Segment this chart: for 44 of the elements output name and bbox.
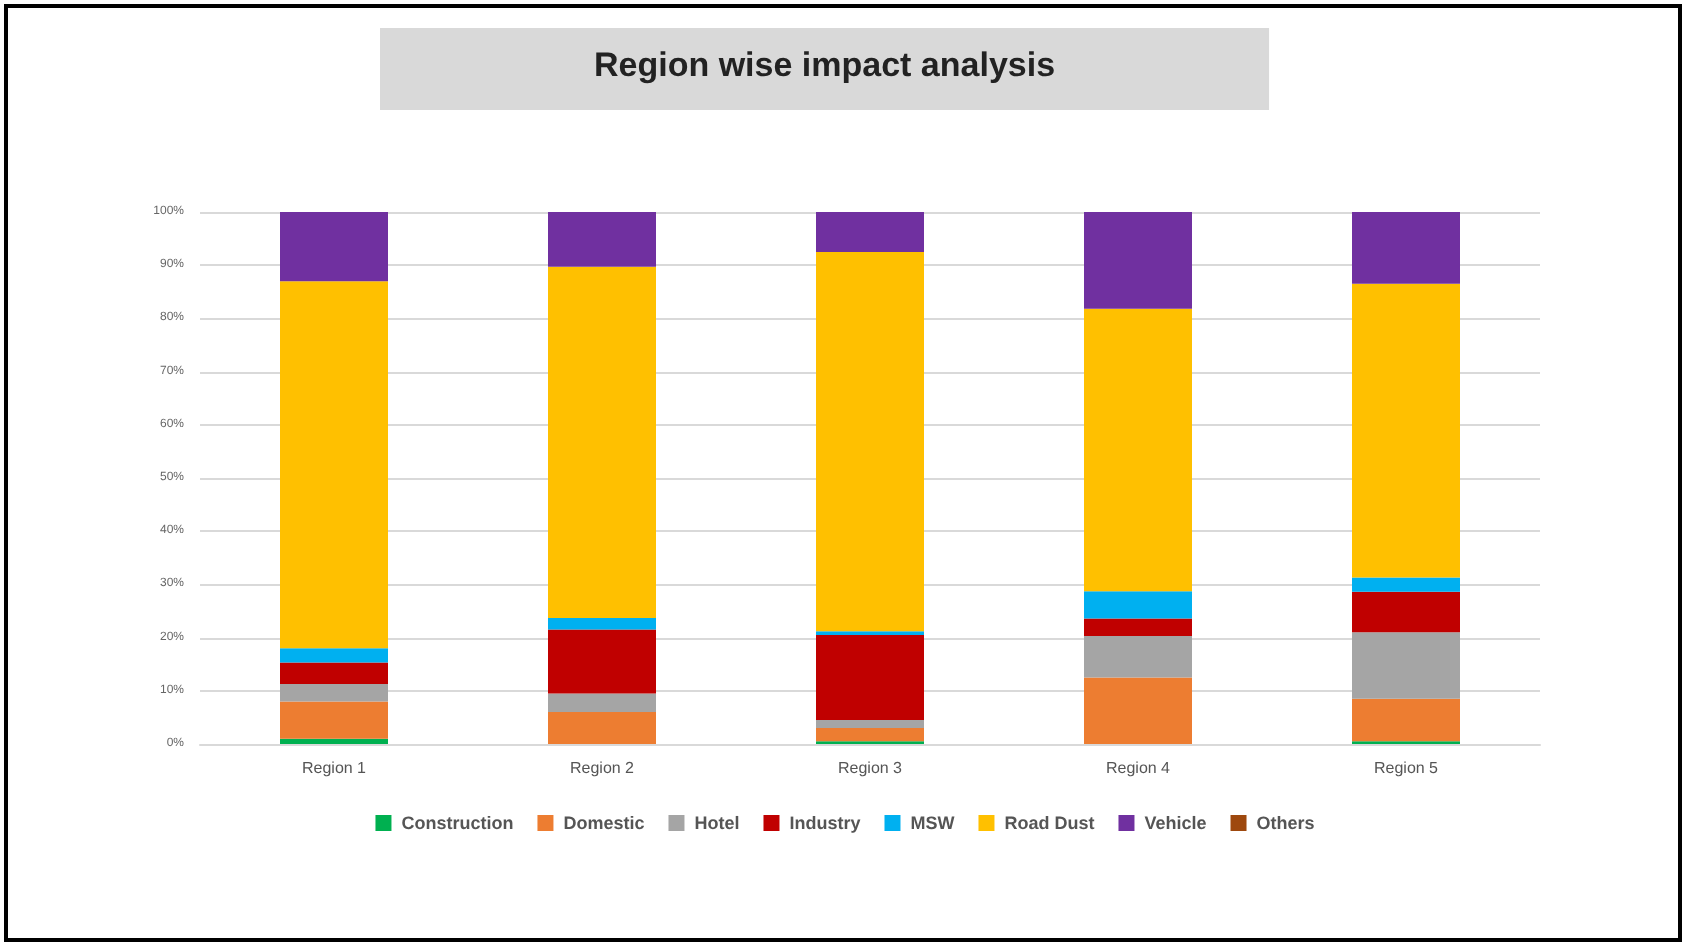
bar <box>816 212 924 252</box>
x-tick-label: Region 3 <box>837 759 904 777</box>
bar <box>548 693 656 713</box>
bar <box>548 629 656 694</box>
legend-label: Vehicle <box>1144 813 1207 833</box>
legend-label: Hotel <box>694 813 740 833</box>
bar <box>1084 677 1192 744</box>
bar <box>280 281 388 649</box>
bar <box>548 712 656 744</box>
bar <box>1084 591 1192 619</box>
x-tick-label: Region 4 <box>1105 759 1172 777</box>
bar <box>1352 698 1460 742</box>
bar <box>548 617 656 630</box>
bar <box>280 738 388 744</box>
bar <box>280 683 388 702</box>
x-tick-label: Region 2 <box>569 759 636 777</box>
bar <box>816 720 924 729</box>
legend-label: Road Dust <box>1004 813 1095 833</box>
bar <box>1084 308 1192 592</box>
legend-label: Others <box>1256 813 1315 833</box>
bar <box>1084 636 1192 678</box>
bar <box>1352 632 1460 699</box>
x-tick-label: Region 5 <box>1373 759 1440 777</box>
bar <box>548 266 656 618</box>
bar <box>1352 283 1460 578</box>
bar <box>1084 212 1192 309</box>
bar <box>280 662 388 684</box>
bar <box>1352 577 1460 592</box>
x-tick-label: Region 1 <box>301 759 368 777</box>
bar <box>280 701 388 739</box>
legend-label: Domestic <box>563 813 645 833</box>
bar <box>1084 618 1192 636</box>
bar <box>816 634 924 721</box>
bar <box>816 728 924 742</box>
chart-title: Region wise impact analysis <box>594 46 1056 84</box>
bar <box>1352 591 1460 633</box>
bar <box>1352 212 1460 284</box>
bar <box>280 212 388 282</box>
bar <box>280 648 388 663</box>
legend-label: Construction <box>401 813 514 833</box>
legend-label: MSW <box>910 813 956 833</box>
bar <box>548 212 656 267</box>
legend-label: Industry <box>789 813 861 833</box>
bar <box>816 251 924 632</box>
